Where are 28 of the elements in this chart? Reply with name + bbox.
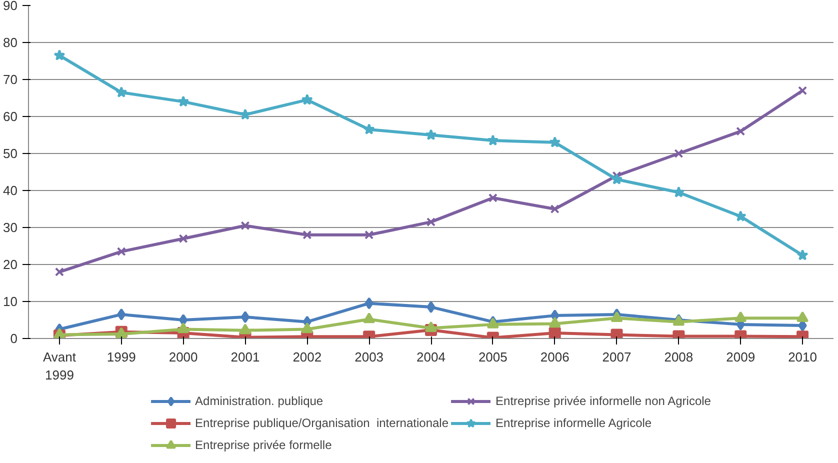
legend-label: Entreprise privée informelle non Agricole xyxy=(496,394,711,408)
legend-label: Administration. publique xyxy=(195,394,324,408)
x-tick-label: 2007 xyxy=(602,350,632,364)
x-tick-label: 2008 xyxy=(664,350,694,364)
legend-label: Entreprise privée formelle xyxy=(195,438,332,452)
x-tick-label: 2002 xyxy=(292,350,322,364)
y-tick-label: 80 xyxy=(3,35,18,50)
legend-label: Entreprise informelle Agricole xyxy=(496,416,652,430)
x-tick-label: 2010 xyxy=(788,350,817,364)
x-tick-label: 2005 xyxy=(478,350,508,364)
y-tick-label: 70 xyxy=(3,72,18,87)
y-tick-label: 0 xyxy=(10,331,18,346)
x-tick-label: 2000 xyxy=(168,350,198,364)
y-tick-label: 60 xyxy=(3,109,18,124)
x-tick-label: 2001 xyxy=(230,350,260,364)
y-tick-label: 30 xyxy=(3,220,18,235)
x-tick-label: 1999 xyxy=(106,350,136,364)
x-tick-label: 2003 xyxy=(354,350,384,364)
y-tick-label: 90 xyxy=(3,0,18,13)
y-tick-label: 40 xyxy=(3,183,18,198)
x-tick-label: Avant 1999 xyxy=(42,350,76,382)
y-tick-label: 10 xyxy=(3,294,18,309)
y-tick-label: 20 xyxy=(3,257,18,272)
x-tick-label: 2004 xyxy=(416,350,446,364)
y-tick-label: 50 xyxy=(3,146,18,161)
legend-label: Entreprise publique/Organisation internationale xyxy=(195,416,449,430)
x-tick-label: 2009 xyxy=(726,350,756,364)
x-tick-label: 2006 xyxy=(540,350,570,364)
